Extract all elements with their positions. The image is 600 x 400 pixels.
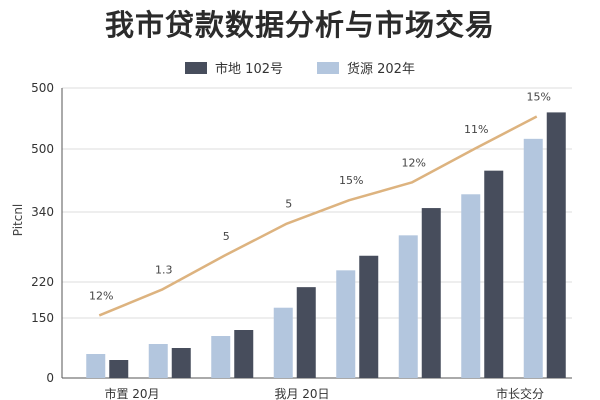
- bar-series-a: [546, 112, 566, 379]
- x-tick-label: 市长交分: [496, 386, 544, 400]
- line-data-label: 12%: [402, 156, 426, 169]
- y-tick-label: 150: [31, 311, 54, 325]
- bar-series-a: [109, 360, 129, 378]
- y-tick-label: 500: [31, 142, 54, 156]
- y-tick-label: 220: [31, 275, 54, 289]
- y-tick-label: 0: [46, 371, 54, 385]
- legend-label-series-a: 市地 102号: [215, 62, 283, 77]
- line-data-label: 5: [285, 198, 292, 211]
- bar-series-b: [336, 270, 356, 378]
- bar-series-a: [421, 208, 441, 378]
- line-data-label: 12%: [89, 289, 113, 302]
- chart-title: 我市贷款数据分析与市场交易: [104, 8, 495, 42]
- trend-line: [98, 115, 538, 317]
- line-data-label: 11%: [464, 123, 488, 136]
- bar-series-a: [484, 170, 504, 378]
- bar-series-b: [398, 235, 418, 378]
- line-data-label: 1.3: [155, 264, 173, 277]
- bar-series-b: [461, 194, 481, 378]
- line-data-label: 15%: [339, 174, 363, 187]
- line-data-label: 5: [223, 230, 230, 243]
- bar-series-a: [234, 330, 254, 378]
- y-tick-label: 340: [31, 205, 54, 219]
- bar-series-b: [523, 138, 543, 378]
- legend-label-series-b: 货源 202年: [347, 62, 415, 77]
- x-tick-label: 我月 20日: [274, 387, 329, 400]
- bar-series-b: [86, 354, 106, 378]
- bar-series-a: [296, 287, 316, 378]
- legend-item-series-b: 货源 202年: [317, 58, 415, 77]
- bar-series-a: [171, 348, 191, 378]
- bar-series-b: [273, 307, 293, 378]
- legend-item-series-a: 市地 102号: [185, 58, 283, 77]
- y-tick-label: 500: [31, 81, 54, 95]
- bar-series-b: [148, 344, 168, 378]
- bar-series-a: [359, 255, 379, 378]
- y-axis-label: Pitcnl: [11, 204, 25, 237]
- legend: 市地 102号 货源 202年: [0, 58, 600, 77]
- line-data-label: 15%: [527, 90, 551, 103]
- legend-swatch-series-a: [185, 61, 208, 74]
- x-tick-label: 市置 20月: [104, 386, 159, 400]
- bar-series-b: [211, 336, 231, 378]
- legend-swatch-series-b: [317, 61, 339, 74]
